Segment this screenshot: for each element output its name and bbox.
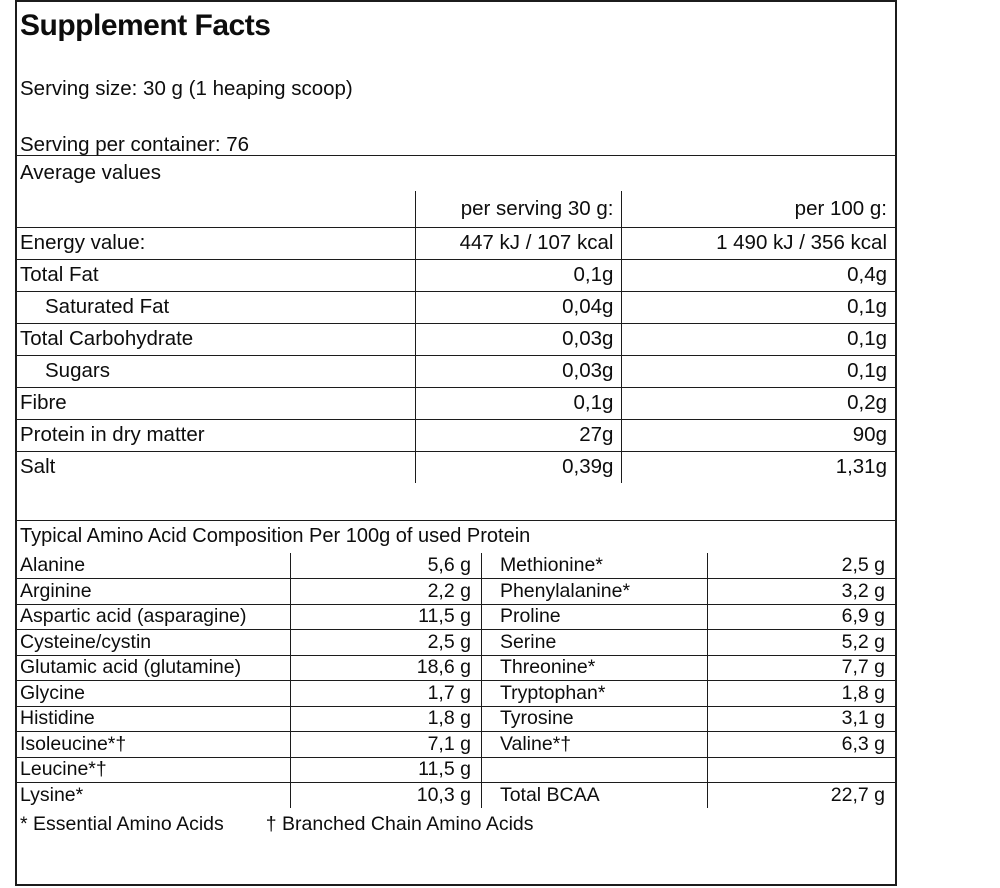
amino-name: Serine: [480, 629, 709, 656]
amino-row: Cysteine/cystin 2,5 g Serine 5,2 g: [17, 629, 895, 656]
nutrition-table-header-row: per serving 30 g: per 100 g:: [17, 190, 895, 228]
amino-value: 7,1 g: [290, 731, 482, 758]
per-serving-value: 0,04g: [415, 290, 623, 324]
nutrient-label: Protein in dry matter: [17, 418, 417, 452]
per-serving-value: 27g: [415, 418, 623, 452]
per-100g-value: 0,1g: [621, 290, 895, 324]
amino-value: 18,6 g: [290, 654, 482, 681]
amino-name: Isoleucine*†: [17, 731, 292, 758]
amino-value: 6,3 g: [707, 731, 895, 758]
amino-value: 5,2 g: [707, 629, 895, 656]
per-100g-value: 0,4g: [621, 258, 895, 292]
footnote-branched-chain: † Branched Chain Amino Acids: [265, 812, 534, 835]
amino-row: Isoleucine*† 7,1 g Valine*† 6,3 g: [17, 731, 895, 758]
amino-value: 2,2 g: [290, 578, 482, 605]
amino-name: Phenylalanine*: [480, 578, 709, 605]
amino-value: 6,9 g: [707, 603, 895, 630]
per-100g-value: 90g: [621, 418, 895, 452]
amino-acid-table: Alanine 5,6 g Methionine* 2,5 g Arginine…: [17, 552, 895, 809]
nutrition-table: per serving 30 g: per 100 g: Energy valu…: [17, 190, 895, 484]
amino-row: Aspartic acid (asparagine) 11,5 g Prolin…: [17, 603, 895, 630]
amino-value: 1,8 g: [707, 680, 895, 707]
amino-row: Histidine 1,8 g Tyrosine 3,1 g: [17, 705, 895, 732]
table-row-total-carbohydrate: Total Carbohydrate 0,03g 0,1g: [17, 322, 895, 356]
amino-value: 2,5 g: [707, 552, 895, 579]
amino-row: Lysine* 10,3 g Total BCAA 22,7 g: [17, 782, 895, 809]
amino-name: Threonine*: [480, 654, 709, 681]
amino-name: Total BCAA: [480, 782, 709, 809]
per-serving-value: 0,1g: [415, 258, 623, 292]
amino-name: Tryptophan*: [480, 680, 709, 707]
supplement-facts-label: Supplement Facts Serving size: 30 g (1 h…: [15, 0, 897, 886]
label-title: Supplement Facts: [20, 9, 271, 42]
footnotes: * Essential Amino Acids † Branched Chain…: [17, 808, 895, 840]
amino-name: Leucine*†: [17, 756, 292, 783]
amino-name: Valine*†: [480, 731, 709, 758]
column-header-per-100g: per 100 g:: [621, 190, 895, 228]
amino-row: Arginine 2,2 g Phenylalanine* 3,2 g: [17, 578, 895, 605]
per-serving-value: 0,39g: [415, 450, 623, 484]
nutrient-label: Salt: [17, 450, 417, 484]
table-row-energy: Energy value: 447 kJ / 107 kcal 1 490 kJ…: [17, 226, 895, 260]
amino-value: 3,1 g: [707, 705, 895, 732]
per-serving-value: 447 kJ / 107 kcal: [415, 226, 623, 260]
amino-name: Alanine: [17, 552, 292, 579]
amino-value: 3,2 g: [707, 578, 895, 605]
amino-value: 1,8 g: [290, 705, 482, 732]
servings-per-container-text: Serving per container: 76: [20, 133, 250, 156]
footnote-essential: * Essential Amino Acids: [20, 812, 224, 835]
nutrient-label: Fibre: [17, 386, 417, 420]
nutrient-label: Energy value:: [17, 226, 417, 260]
per-100g-value: 0,2g: [621, 386, 895, 420]
table-row-fibre: Fibre 0,1g 0,2g: [17, 386, 895, 420]
amino-name: [480, 756, 709, 783]
amino-name: Aspartic acid (asparagine): [17, 603, 292, 630]
per-serving-value: 0,1g: [415, 386, 623, 420]
amino-name: Cysteine/cystin: [17, 629, 292, 656]
per-100g-value: 1 490 kJ / 356 kcal: [621, 226, 895, 260]
serving-size-text: Serving size: 30 g (1 heaping scoop): [20, 77, 353, 100]
amino-name: Glycine: [17, 680, 292, 707]
amino-value: 10,3 g: [290, 782, 482, 809]
amino-value: 7,7 g: [707, 654, 895, 681]
table-row-total-fat: Total Fat 0,1g 0,4g: [17, 258, 895, 292]
section-spacer: [17, 483, 895, 520]
table-row-saturated-fat: Saturated Fat 0,04g 0,1g: [17, 290, 895, 324]
per-100g-value: 1,31g: [621, 450, 895, 484]
nutrient-label: Total Fat: [17, 258, 417, 292]
amino-value: 11,5 g: [290, 603, 482, 630]
nutrient-label: Saturated Fat: [17, 290, 417, 324]
table-row-sugars: Sugars 0,03g 0,1g: [17, 354, 895, 388]
per-100g-value: 0,1g: [621, 354, 895, 388]
per-100g-value: 0,1g: [621, 322, 895, 356]
amino-value: [707, 756, 895, 783]
amino-name: Methionine*: [480, 552, 709, 579]
amino-value: 5,6 g: [290, 552, 482, 579]
nutrient-label: Total Carbohydrate: [17, 322, 417, 356]
amino-row: Glutamic acid (glutamine) 18,6 g Threoni…: [17, 654, 895, 681]
per-serving-value: 0,03g: [415, 322, 623, 356]
table-row-salt: Salt 0,39g 1,31g: [17, 450, 895, 484]
amino-name: Histidine: [17, 705, 292, 732]
amino-name: Proline: [480, 603, 709, 630]
label-header-section: Supplement Facts Serving size: 30 g (1 h…: [17, 2, 895, 156]
average-values-label: Average values: [20, 161, 161, 184]
amino-name: Glutamic acid (glutamine): [17, 654, 292, 681]
amino-value: 1,7 g: [290, 680, 482, 707]
table-row-protein: Protein in dry matter 27g 90g: [17, 418, 895, 452]
nutrient-label: Sugars: [17, 354, 417, 388]
column-header-per-serving: per serving 30 g:: [415, 190, 623, 228]
amino-value: 2,5 g: [290, 629, 482, 656]
amino-name: Lysine*: [17, 782, 292, 809]
amino-row: Leucine*† 11,5 g: [17, 756, 895, 783]
amino-name: Arginine: [17, 578, 292, 605]
amino-value: 11,5 g: [290, 756, 482, 783]
amino-value: 22,7 g: [707, 782, 895, 809]
amino-name: Tyrosine: [480, 705, 709, 732]
per-serving-value: 0,03g: [415, 354, 623, 388]
column-header-empty: [17, 190, 417, 228]
amino-row: Glycine 1,7 g Tryptophan* 1,8 g: [17, 680, 895, 707]
amino-section-title: Typical Amino Acid Composition Per 100g …: [17, 520, 895, 553]
amino-row: Alanine 5,6 g Methionine* 2,5 g: [17, 552, 895, 579]
